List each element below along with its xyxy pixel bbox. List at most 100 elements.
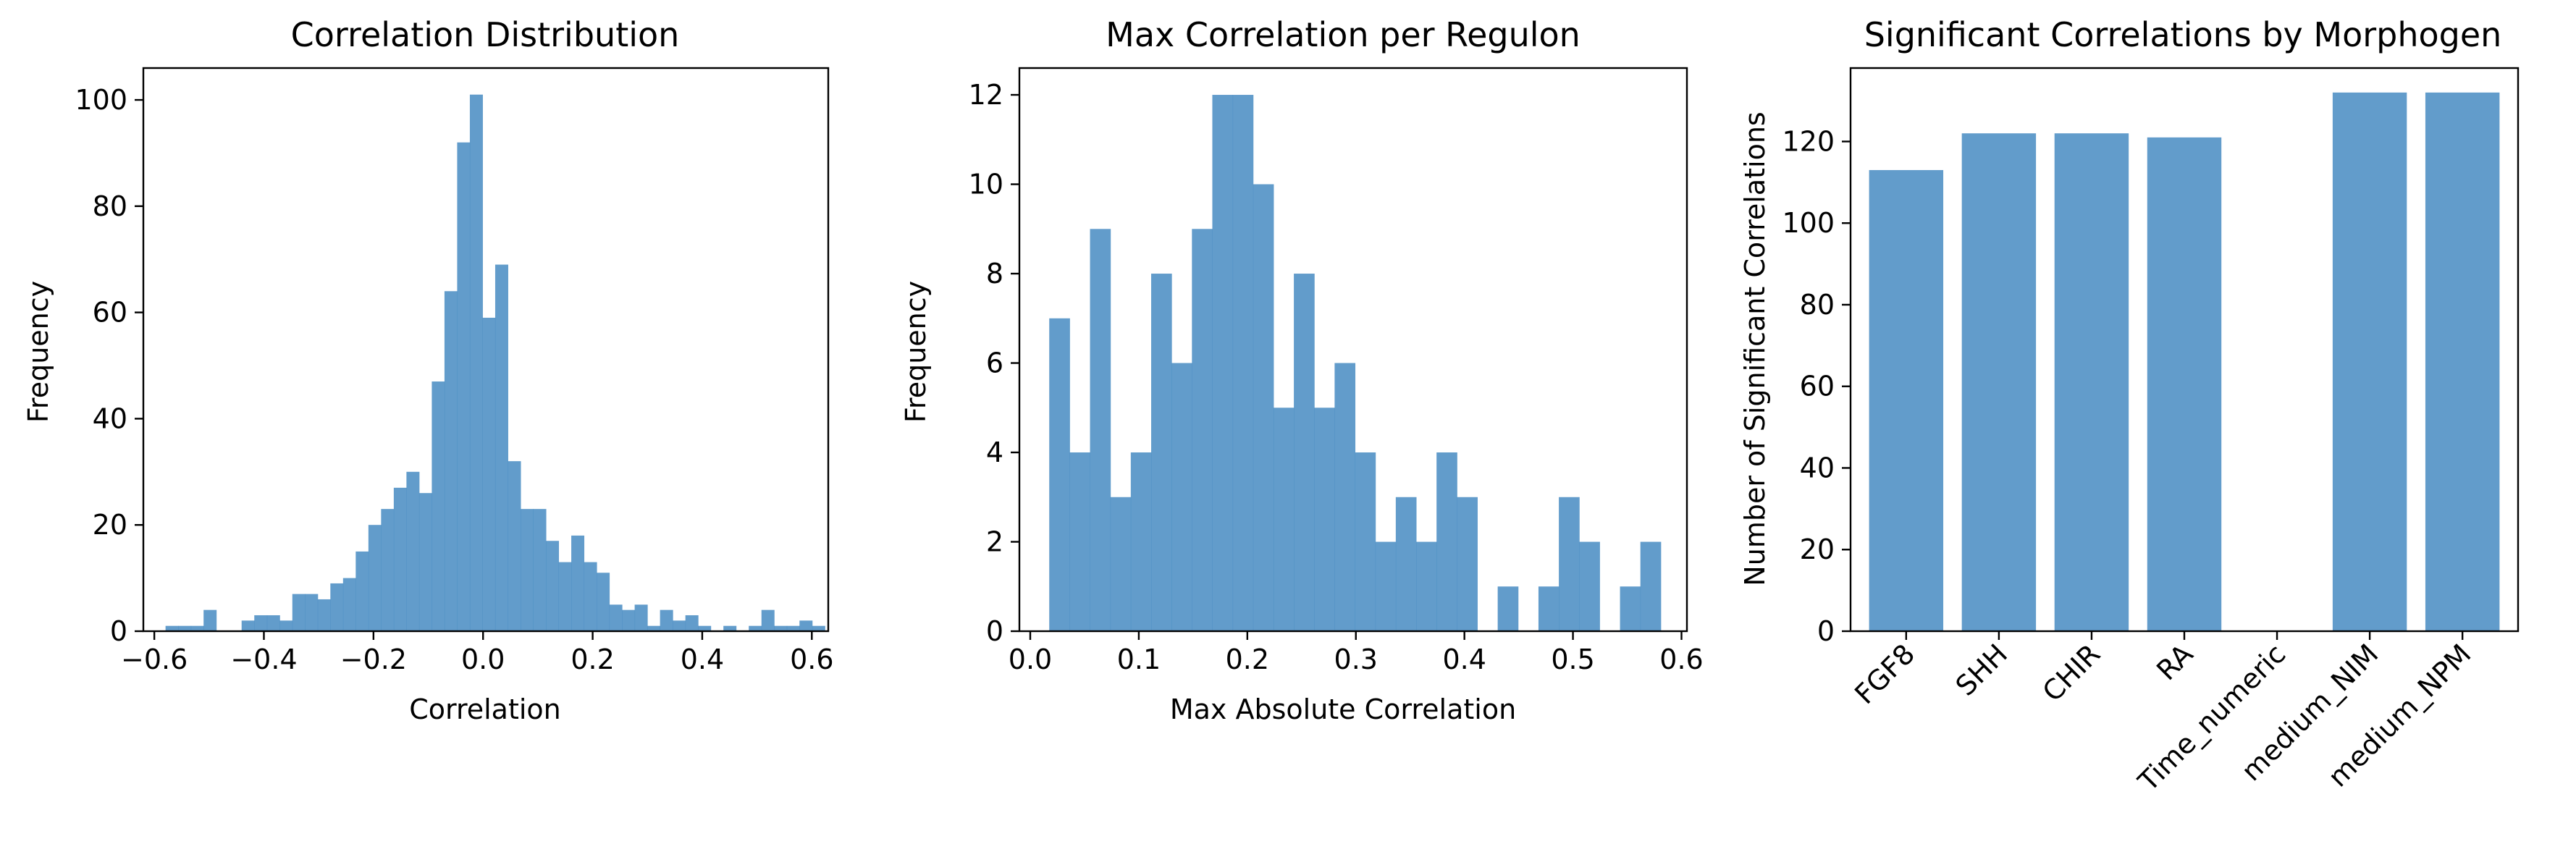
y-tick-label: 40: [1800, 452, 1835, 484]
histogram-bar: [558, 562, 572, 631]
histogram-bar: [685, 615, 699, 631]
histogram-bar: [1232, 95, 1254, 632]
histogram-bar: [520, 509, 534, 631]
histogram-bar: [546, 541, 560, 631]
category-bar: [1961, 133, 2037, 632]
histogram-bar: [1497, 586, 1519, 631]
histogram-bar: [1110, 497, 1132, 631]
y-tick-label: 0: [1817, 615, 1835, 647]
x-tick-label: 0.4: [681, 643, 724, 675]
y-axis-label: Frequency: [900, 281, 932, 423]
chart-title: Correlation Distribution: [291, 15, 680, 54]
category-bars: [1869, 92, 2500, 632]
histogram-bar: [1273, 408, 1295, 631]
histogram-bar: [469, 94, 483, 631]
x-tick-label: 0.0: [461, 643, 505, 675]
x-axis-label: Max Absolute Correlation: [1170, 693, 1516, 725]
histogram-bar: [317, 599, 331, 631]
histogram-bar: [1253, 184, 1274, 632]
x-tick-label: 0.5: [1551, 643, 1594, 675]
histogram-bar: [571, 535, 585, 631]
x-tick-label: 0.6: [1659, 643, 1703, 675]
histogram-bar: [1212, 95, 1234, 632]
y-tick-label: 40: [93, 402, 127, 434]
x-tick-label: 0.4: [1442, 643, 1486, 675]
histogram-bar: [279, 620, 293, 631]
histogram-bar: [381, 509, 395, 631]
category-bar: [1869, 169, 1944, 632]
histogram-bar: [1192, 229, 1213, 631]
x-tick-label: 0.3: [1334, 643, 1378, 675]
x-tick-label: 0.2: [1226, 643, 1269, 675]
x-tick-label: 0.6: [790, 643, 833, 675]
histogram-bars: [165, 94, 825, 632]
x-tick-label: 0.1: [1117, 643, 1161, 675]
histogram-bar: [266, 615, 280, 631]
category-bar: [2332, 92, 2407, 631]
histogram-bar: [660, 609, 673, 631]
y-tick-label: 0: [986, 615, 1003, 647]
x-tick-label: 0.0: [1009, 643, 1052, 675]
histogram-bar: [1090, 229, 1111, 631]
x-tick-label: −0.6: [121, 643, 188, 675]
histogram-bar: [1457, 497, 1478, 631]
histogram-bar: [761, 609, 775, 631]
histogram-bar: [749, 625, 762, 631]
histogram-bar: [1395, 497, 1417, 631]
histogram-bar: [190, 625, 204, 631]
correlation-distribution-panel: Correlation Distribution Correlation Fre…: [22, 15, 834, 725]
histogram-bar: [305, 594, 319, 631]
histogram-bar: [1314, 408, 1335, 631]
y-tick-label: 80: [1800, 289, 1835, 321]
histogram-bar: [799, 620, 813, 631]
y-tick-label: 6: [986, 347, 1003, 379]
histogram-bar: [647, 625, 661, 631]
histogram-bar: [203, 609, 217, 631]
histogram-bar: [508, 461, 521, 631]
y-tick-label: 80: [93, 190, 127, 222]
y-axis-ticks: 0 20 40 60 80 100 120: [1782, 125, 1851, 647]
histogram-bar: [673, 620, 686, 631]
histogram-bar: [1375, 541, 1397, 631]
x-axis-label: Correlation: [409, 693, 561, 725]
histogram-bar: [533, 509, 547, 631]
y-tick-label: 10: [969, 169, 1003, 201]
y-tick-label: 20: [93, 509, 127, 541]
histogram-bar: [1151, 274, 1172, 631]
histogram-bar: [609, 604, 623, 631]
histogram-bar: [774, 625, 788, 631]
chart-title: Significant Correlations by Morphogen: [1864, 15, 2502, 54]
y-axis-label: Frequency: [22, 281, 54, 423]
histogram-bar: [418, 493, 432, 631]
y-tick-label: 120: [1782, 125, 1835, 157]
x-tick-label: −0.2: [340, 643, 407, 675]
category-bar: [2147, 137, 2222, 631]
histogram-bar: [393, 487, 407, 631]
histogram-bar: [494, 264, 508, 631]
category-bar: [2425, 92, 2500, 631]
histogram-bar: [1436, 452, 1457, 631]
histogram-bar: [342, 578, 356, 631]
y-tick-label: 60: [1800, 371, 1835, 402]
histogram-bar: [241, 620, 255, 631]
histogram-bar: [292, 594, 306, 631]
histogram-bar: [432, 381, 445, 631]
x-axis-ticks: 0.0 0.1 0.2 0.3 0.4 0.5 0.6: [1009, 631, 1704, 675]
histogram-bar: [622, 609, 636, 631]
y-tick-label: 100: [75, 84, 127, 116]
histogram-bar: [1130, 452, 1152, 631]
y-tick-label: 12: [969, 79, 1003, 111]
histogram-bar: [1416, 541, 1437, 631]
histogram-bar: [698, 625, 712, 631]
histogram-bar: [444, 291, 458, 631]
histogram-bar: [584, 562, 597, 631]
histogram-bar: [1294, 274, 1315, 631]
histogram-bar: [1559, 497, 1580, 631]
y-axis-ticks: 0 20 40 60 80 100: [75, 84, 143, 647]
histogram-bar: [812, 625, 825, 631]
histogram-bar: [406, 471, 420, 631]
histogram-bar: [1171, 363, 1192, 631]
histogram-bar: [457, 142, 471, 632]
plot-frame: [1018, 67, 1688, 633]
